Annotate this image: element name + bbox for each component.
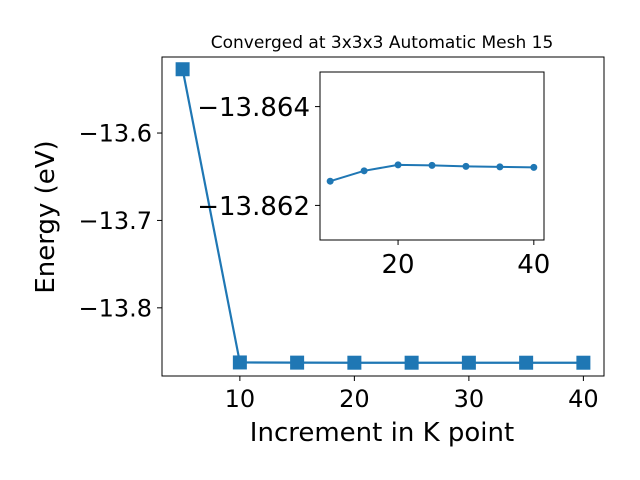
inset-frame bbox=[319, 71, 545, 241]
main-data-point bbox=[519, 355, 534, 370]
y-axis-title: Energy (eV) bbox=[31, 140, 61, 293]
main-plot: 10 20 30 40 −13.6 −13.7 −13.8 bbox=[78, 56, 605, 413]
main-x-tick-label: 30 bbox=[454, 385, 485, 413]
main-data-point bbox=[576, 355, 591, 370]
inset-data-point bbox=[428, 161, 436, 169]
inset-plot: 20 40 −13.864 −13.862 bbox=[197, 71, 550, 280]
main-x-tick-label: 40 bbox=[568, 385, 599, 413]
chart-title: Converged at 3x3x3 Automatic Mesh 15 bbox=[211, 33, 554, 53]
main-x-tick-label: 20 bbox=[339, 385, 370, 413]
inset-data-point bbox=[394, 161, 402, 169]
x-axis-title: Increment in K point bbox=[250, 418, 514, 448]
main-y-tick-label: −13.8 bbox=[78, 294, 152, 322]
main-data-point bbox=[290, 355, 305, 370]
main-series-line bbox=[181, 69, 584, 364]
main-frame bbox=[161, 56, 605, 377]
main-data-point bbox=[461, 355, 476, 370]
main-data-point bbox=[404, 355, 419, 370]
inset-data-point bbox=[326, 177, 334, 185]
main-data-point bbox=[175, 62, 190, 77]
main-data-point bbox=[347, 355, 362, 370]
main-y-tick-label: −13.7 bbox=[78, 207, 152, 235]
main-y-tick-label: −13.6 bbox=[78, 120, 152, 148]
inset-y-tick-label: −13.864 bbox=[197, 93, 310, 123]
inset-data-point bbox=[360, 167, 368, 175]
inset-data-point bbox=[496, 163, 504, 171]
inset-data-point bbox=[462, 162, 470, 170]
inset-data-point bbox=[530, 163, 538, 171]
main-x-tick-label: 10 bbox=[225, 385, 256, 413]
inset-x-tick-label: 20 bbox=[382, 250, 415, 280]
inset-x-tick-label: 40 bbox=[517, 250, 550, 280]
inset-y-tick-label: −13.862 bbox=[197, 192, 310, 222]
main-data-point bbox=[232, 355, 247, 370]
